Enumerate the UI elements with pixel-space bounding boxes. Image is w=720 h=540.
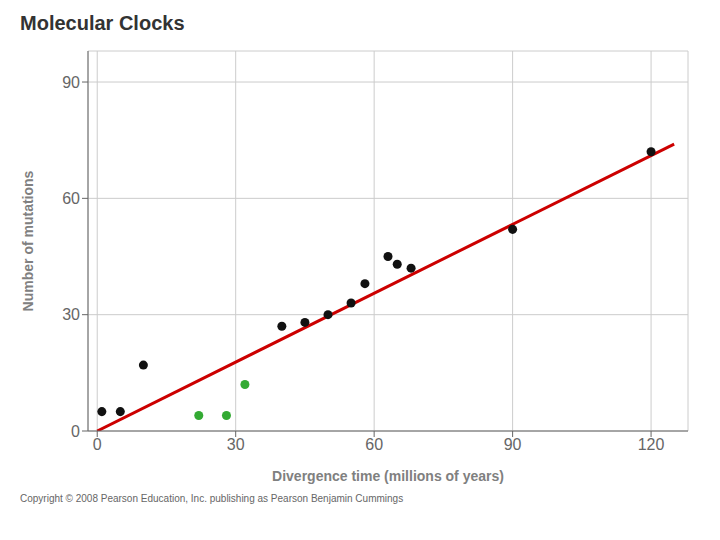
html-text:Copyright © 2008 Pearson Educa: Copyright © 2008 Pearson Education, Inc.… — [20, 493, 404, 504]
svg-text:Number of mutations: Number of mutations — [20, 170, 36, 311]
svg-text:Divergence time (millions of y: Divergence time (millions of years) — [272, 468, 504, 484]
svg-text:60: 60 — [365, 436, 383, 453]
svg-text:0: 0 — [71, 423, 80, 440]
html-text:Molecular Clocks: Molecular Clocks — [20, 12, 185, 34]
svg-text:60: 60 — [62, 190, 80, 207]
svg-text:30: 30 — [227, 436, 245, 453]
svg-text:90: 90 — [62, 74, 80, 91]
svg-text:90: 90 — [504, 436, 522, 453]
svg-text:0: 0 — [93, 436, 102, 453]
svg-text:30: 30 — [62, 306, 80, 323]
svg-text:120: 120 — [638, 436, 665, 453]
